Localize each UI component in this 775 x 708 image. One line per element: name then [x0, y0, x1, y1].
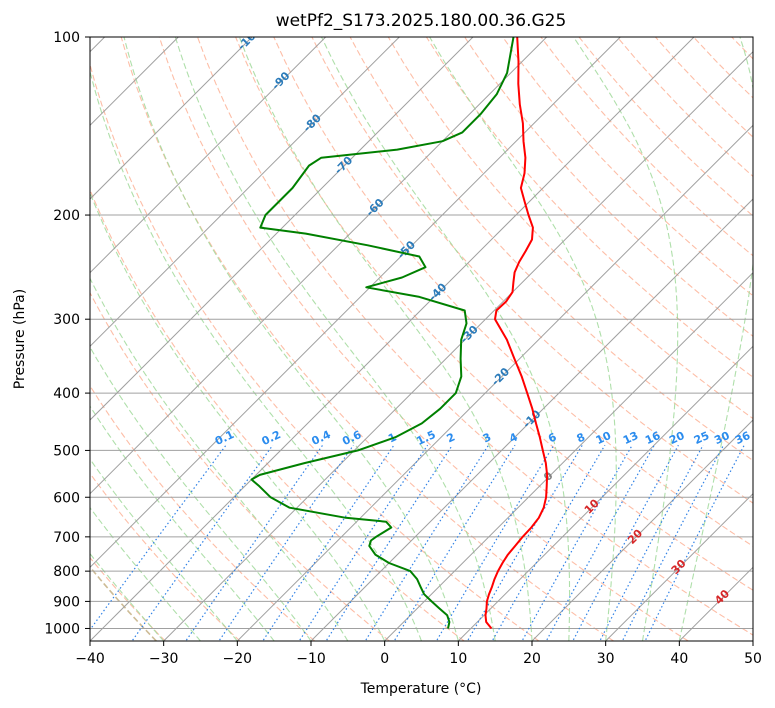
x-axis-title: Temperature (°C) [360, 681, 482, 697]
isotherm-line [752, 640, 753, 641]
x-tick-label: 50 [744, 651, 762, 667]
plot-frame [89, 36, 754, 642]
isotherm-line [605, 492, 753, 641]
mixing-ratio-line [298, 444, 429, 641]
isotherm-line [236, 124, 753, 641]
moist-adiabat [90, 405, 275, 641]
isotherm-line [384, 271, 753, 641]
temperature-profile-line [484, 37, 549, 630]
mixing-ratio-label: 13 [621, 429, 640, 447]
mixing-ratio-label: 10 [594, 429, 614, 447]
dry-adiabat [349, 37, 753, 462]
x-tick-label: 10 [449, 651, 467, 667]
isotherm-line [90, 37, 695, 641]
dry-adiabat [90, 62, 540, 641]
dry-adiabat [90, 556, 166, 641]
mixing-ratio-line [218, 444, 354, 641]
isotherm-line [163, 50, 753, 641]
moist-adiabat [573, 37, 679, 641]
isotherm-line [90, 37, 621, 569]
y-tick-label: 1000 [44, 621, 80, 637]
dry-adiabat [387, 37, 753, 420]
dewpoint-profile-line [250, 37, 515, 629]
dry-adiabat [120, 37, 614, 641]
moist-adiabat [90, 458, 238, 641]
dry-adiabat [235, 37, 753, 591]
mixing-ratio-label: 30 [712, 429, 732, 447]
moist-adiabat [429, 37, 617, 641]
moist-adiabat [90, 69, 423, 641]
data-series [250, 37, 549, 630]
mixing-ratio-label: 36 [733, 429, 753, 447]
isotherm-line [90, 37, 400, 348]
y-tick-label: 800 [53, 564, 80, 580]
moist-adiabat [90, 191, 386, 641]
isotherm-line [457, 345, 753, 641]
mixing-ratio-label: 16 [643, 429, 663, 447]
moist-adiabat [174, 37, 496, 641]
y-tick-label: 300 [53, 312, 80, 328]
dry-adiabat [311, 37, 753, 504]
isotherm-line [90, 37, 253, 200]
chart-background [90, 37, 753, 641]
isotherm-line [90, 37, 548, 495]
mixing-ratio-line [185, 444, 324, 641]
y-tick-label: 600 [53, 490, 80, 506]
mixing-ratio-line [599, 444, 704, 641]
x-tick-label: 40 [670, 651, 688, 667]
x-tick-label: 0 [380, 651, 389, 667]
dry-adiabat [90, 188, 465, 641]
mixing-ratio-line [325, 444, 453, 641]
y-tick-label: 200 [53, 208, 80, 224]
y-tick-label: 400 [53, 386, 80, 402]
mixing-ratio-line [364, 444, 490, 641]
dry-adiabat [464, 37, 753, 337]
plot-area [90, 37, 753, 641]
mixing-ratio-label: 25 [692, 429, 711, 447]
mixing-ratio-label: 20 [667, 429, 687, 447]
isotherm-line [90, 37, 327, 274]
moist-adiabat [90, 506, 201, 641]
mixing-ratio-line [466, 444, 583, 641]
isotherm-line [90, 37, 474, 421]
moist-adiabat [90, 552, 165, 641]
x-tick-label: −30 [149, 651, 179, 667]
background-lines [90, 37, 753, 641]
mixing-ratio-line [90, 444, 227, 631]
y-tick-label: 900 [53, 594, 80, 610]
y-tick-label: 100 [53, 30, 80, 46]
mixing-ratio-line [491, 444, 606, 641]
dry-adiabat [158, 37, 689, 641]
x-tick-label: 20 [523, 651, 541, 667]
moist-adiabat [90, 277, 349, 641]
moist-adiabat [90, 346, 312, 641]
mixing-ratio-line [262, 444, 395, 641]
y-tick-label: 500 [53, 443, 80, 459]
x-tick-label: −40 [75, 651, 105, 667]
dcape-curve [90, 565, 157, 641]
moist-adiabat [678, 37, 753, 641]
mixing-ratio-line [393, 444, 516, 641]
chart-title: wetPf2_S173.2025.180.00.36.G25 [276, 11, 567, 31]
moist-adiabat [238, 37, 533, 641]
mixing-ratio-line [572, 444, 679, 641]
axes: −40 −30 −20 −10 0 10 20 30 40 50 1000 900 800 700 600 5… [44, 30, 762, 667]
x-tick-label: −10 [296, 651, 326, 667]
x-tick-label: 30 [597, 651, 615, 667]
x-tick-label: −20 [223, 651, 253, 667]
isotherm-line [531, 419, 753, 641]
moist-adiabat [123, 37, 459, 641]
moist-adiabat [321, 37, 571, 641]
mixing-ratio-line [435, 444, 555, 641]
y-tick-label: 700 [53, 530, 80, 546]
dry-adiabat [502, 37, 753, 297]
dry-adiabat [90, 291, 390, 641]
isotherm-line [310, 198, 753, 641]
dry-adiabat [90, 472, 241, 641]
dry-adiabat [90, 384, 316, 641]
y-axis-title: Pressure (hPa) [12, 289, 28, 389]
